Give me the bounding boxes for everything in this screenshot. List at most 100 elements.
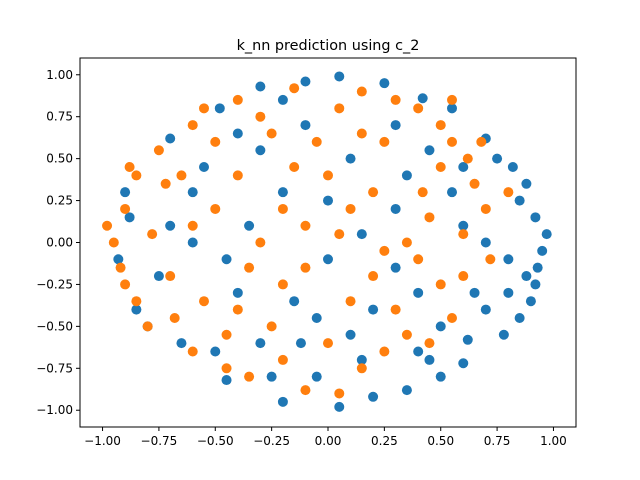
data-point-series-1 bbox=[176, 338, 187, 349]
data-point-series-1 bbox=[413, 287, 424, 298]
data-point-series-1 bbox=[514, 312, 525, 323]
data-point-series-2 bbox=[447, 94, 457, 105]
data-point-series-2 bbox=[379, 136, 390, 147]
data-point-series-1 bbox=[210, 346, 221, 357]
y-tick-label: 0.00 bbox=[46, 236, 73, 250]
data-point-series-1 bbox=[295, 338, 306, 349]
y-tick-label: −0.50 bbox=[36, 319, 73, 333]
points-layer bbox=[102, 71, 552, 412]
data-point-series-1 bbox=[503, 254, 514, 265]
data-point-series-1 bbox=[424, 145, 435, 156]
y-tick-label: −0.25 bbox=[36, 277, 73, 291]
data-point-series-2 bbox=[142, 321, 153, 332]
data-point-series-2 bbox=[435, 162, 446, 173]
data-point-series-2 bbox=[334, 229, 345, 240]
data-point-series-1 bbox=[537, 245, 548, 256]
data-point-series-2 bbox=[165, 271, 176, 282]
data-point-series-1 bbox=[390, 262, 401, 273]
y-tick-label: 0.75 bbox=[46, 110, 73, 124]
data-point-series-2 bbox=[187, 346, 198, 357]
data-point-series-2 bbox=[458, 229, 469, 240]
x-tick-label: 0.50 bbox=[427, 434, 454, 448]
data-point-series-2 bbox=[199, 296, 209, 307]
data-point-series-1 bbox=[530, 212, 541, 223]
data-point-series-1 bbox=[255, 81, 266, 92]
data-point-series-1 bbox=[424, 354, 435, 365]
data-point-series-2 bbox=[187, 220, 198, 231]
data-point-series-1 bbox=[525, 296, 536, 307]
data-point-series-2 bbox=[390, 304, 401, 315]
data-point-series-2 bbox=[221, 363, 232, 374]
x-tick-label: −0.25 bbox=[253, 434, 290, 448]
x-tick-label: −0.50 bbox=[197, 434, 234, 448]
data-point-series-1 bbox=[469, 287, 480, 298]
data-point-series-2 bbox=[232, 170, 243, 181]
y-tick-label: −0.75 bbox=[36, 361, 73, 375]
data-point-series-2 bbox=[356, 86, 367, 97]
data-point-series-2 bbox=[147, 229, 158, 240]
data-point-series-1 bbox=[153, 271, 164, 282]
data-point-series-1 bbox=[277, 94, 288, 105]
data-point-series-2 bbox=[300, 262, 311, 273]
y-axis: −1.00 −0.75 −0.50 −0.25 0.00 0.25 0.50 0.75 1.00 bbox=[36, 68, 80, 417]
data-point-series-1 bbox=[266, 371, 277, 382]
data-point-series-1 bbox=[503, 287, 514, 298]
data-point-series-2 bbox=[368, 271, 379, 282]
data-point-series-1 bbox=[255, 145, 266, 156]
data-point-series-2 bbox=[131, 170, 142, 181]
data-point-series-2 bbox=[379, 245, 390, 256]
data-point-series-2 bbox=[210, 203, 221, 214]
data-point-series-2 bbox=[435, 120, 446, 131]
data-point-series-2 bbox=[503, 187, 514, 198]
data-point-series-1 bbox=[492, 153, 503, 164]
data-point-series-1 bbox=[356, 354, 367, 365]
data-point-series-2 bbox=[244, 371, 255, 382]
data-point-series-2 bbox=[102, 220, 113, 231]
data-point-series-1 bbox=[462, 334, 473, 345]
data-point-series-1 bbox=[187, 187, 198, 198]
data-point-series-2 bbox=[266, 321, 277, 332]
data-point-series-1 bbox=[232, 287, 243, 298]
x-tick-label: 0.75 bbox=[484, 434, 511, 448]
data-point-series-2 bbox=[131, 296, 142, 307]
data-point-series-2 bbox=[277, 203, 288, 214]
data-point-series-1 bbox=[323, 195, 333, 206]
data-point-series-1 bbox=[413, 346, 424, 357]
data-point-series-1 bbox=[458, 220, 469, 231]
data-point-series-1 bbox=[521, 178, 532, 189]
data-point-series-2 bbox=[447, 312, 457, 323]
data-point-series-2 bbox=[277, 279, 288, 290]
x-tick-label: 0.25 bbox=[371, 434, 398, 448]
data-point-series-2 bbox=[300, 385, 311, 396]
data-point-series-1 bbox=[498, 329, 509, 340]
data-point-series-1 bbox=[277, 396, 288, 407]
data-point-series-2 bbox=[266, 128, 277, 139]
data-point-series-1 bbox=[255, 338, 266, 349]
data-point-series-2 bbox=[458, 271, 469, 282]
data-point-series-2 bbox=[368, 187, 379, 198]
data-point-series-2 bbox=[160, 178, 171, 189]
data-point-series-1 bbox=[289, 296, 300, 307]
data-point-series-1 bbox=[300, 120, 311, 131]
chart-title: k_nn prediction using c_2 bbox=[237, 38, 420, 54]
data-point-series-1 bbox=[390, 120, 401, 131]
data-point-series-2 bbox=[447, 136, 457, 147]
data-point-series-1 bbox=[300, 76, 311, 87]
data-point-series-1 bbox=[532, 262, 543, 273]
data-point-series-2 bbox=[417, 187, 428, 198]
y-tick-label: 0.50 bbox=[46, 152, 73, 166]
data-point-series-2 bbox=[424, 338, 435, 349]
data-point-series-2 bbox=[232, 94, 243, 105]
data-point-series-1 bbox=[113, 254, 124, 265]
data-point-series-2 bbox=[334, 103, 345, 114]
data-point-series-1 bbox=[368, 391, 379, 402]
y-tick-label: −1.00 bbox=[36, 403, 73, 417]
data-point-series-2 bbox=[413, 254, 424, 265]
data-point-series-2 bbox=[277, 354, 288, 365]
data-point-series-1 bbox=[311, 312, 322, 323]
data-point-series-2 bbox=[210, 136, 221, 147]
data-point-series-1 bbox=[323, 254, 333, 265]
data-point-series-1 bbox=[187, 237, 198, 248]
data-point-series-2 bbox=[424, 212, 435, 223]
data-point-series-2 bbox=[153, 145, 164, 156]
